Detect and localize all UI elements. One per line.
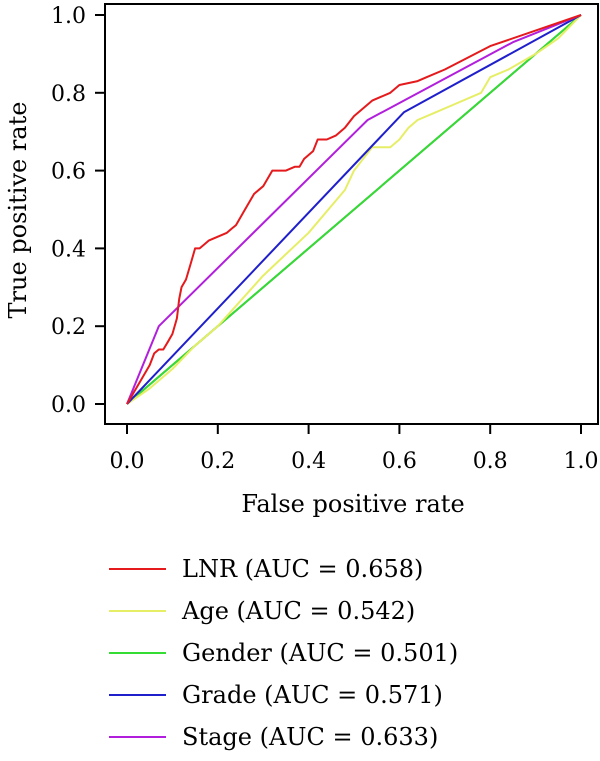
- x-tick-label: 0.6: [382, 449, 417, 474]
- legend-label-gender: Gender (AUC = 0.501): [182, 639, 458, 667]
- y-tick-label: 0.6: [51, 160, 86, 185]
- legend-label-lnr: LNR (AUC = 0.658): [182, 555, 423, 583]
- series-line-stage: [126, 14, 582, 405]
- x-tick-label: 1.0: [564, 449, 599, 474]
- legend-label-age: Age (AUC = 0.542): [181, 597, 415, 625]
- series-line-age: [126, 14, 582, 405]
- x-tick-label: 0.4: [291, 449, 326, 474]
- legend: LNR (AUC = 0.658) Age (AUC = 0.542) Gender…: [109, 555, 458, 751]
- series-line-lnr: [126, 14, 582, 405]
- legend-label-grade: Grade (AUC = 0.571): [182, 681, 443, 709]
- x-tick-label: 0.2: [200, 449, 235, 474]
- x-tick-label: 0.0: [110, 449, 145, 474]
- plot-frame: [104, 3, 599, 425]
- y-tick-label: 0.2: [51, 315, 86, 340]
- x-tick-label: 0.8: [473, 449, 508, 474]
- legend-label-stage: Stage (AUC = 0.633): [182, 723, 438, 751]
- y-tick-label: 1.0: [51, 4, 86, 29]
- series-line-grade: [126, 14, 582, 405]
- y-tick-label: 0.0: [51, 393, 86, 418]
- y-tick-label: 0.4: [51, 237, 86, 262]
- y-axis-label: True positive rate: [4, 102, 32, 319]
- plot-lines: [126, 14, 582, 405]
- axes: 0.0 0.2 0.4 0.6 0.8 1.0 0.0 0.2 0.4 0.6 0.8 1.0: [51, 3, 599, 474]
- y-tick-label: 0.8: [51, 82, 86, 107]
- x-axis-label: False positive rate: [241, 490, 464, 518]
